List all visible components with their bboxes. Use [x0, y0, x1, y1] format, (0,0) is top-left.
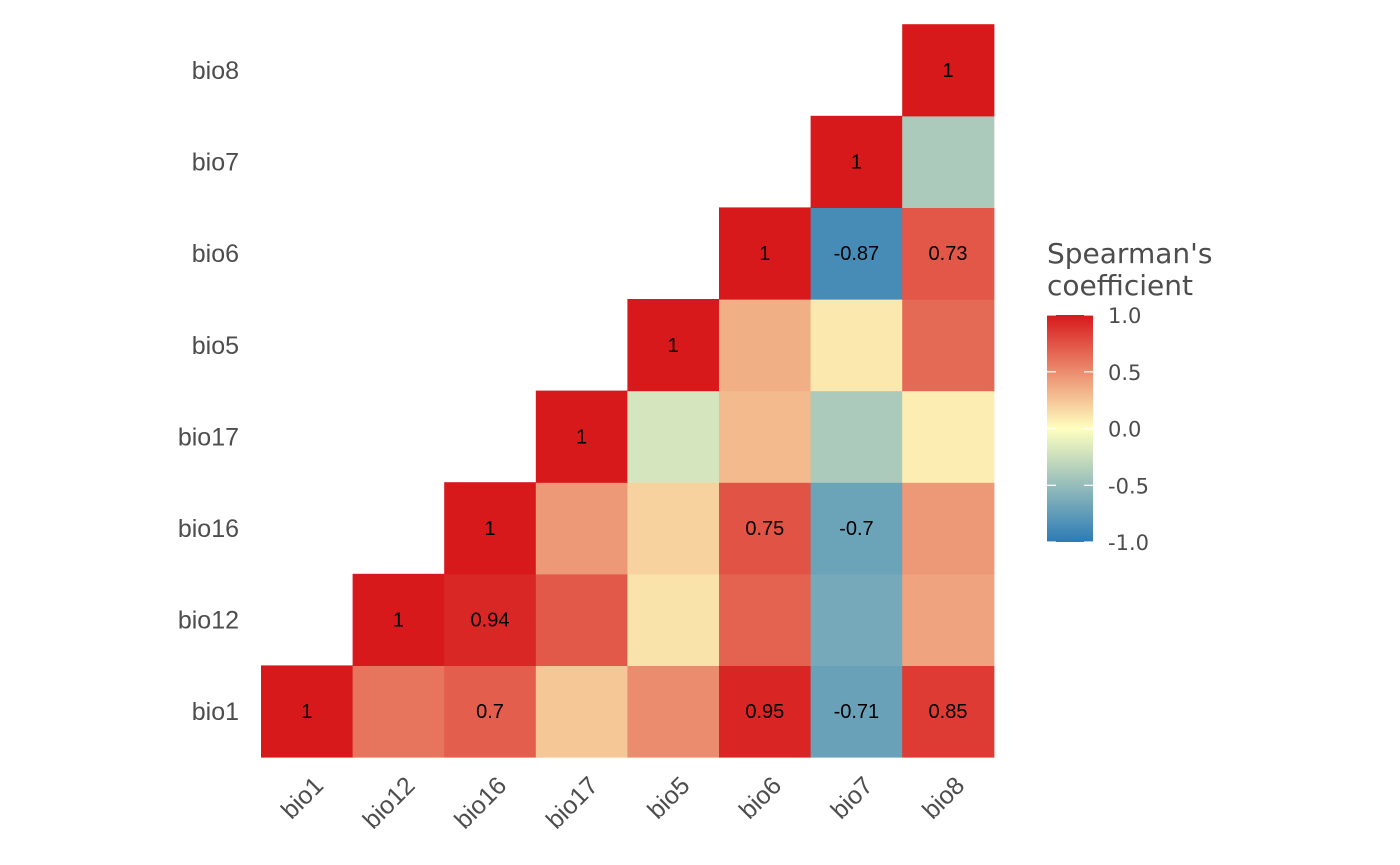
cell-value-label-bio6-bio6: 1 [759, 243, 770, 265]
heatmap-cell-bio7-bio1 [810, 665, 903, 758]
legend-ticks: 1.0 0.5 0.0 -0.5 -1.0 [1047, 304, 1149, 555]
heatmap-cell-bio5-bio16 [627, 482, 720, 575]
y-tick-label-bio8: bio8 [192, 57, 239, 85]
x-tick-label-bio6: bio6 [734, 771, 787, 824]
x-tick-label-bio16: bio16 [449, 771, 512, 834]
heatmap-cell-bio16-bio12 [444, 573, 537, 666]
heatmap-cell-bio16-bio16 [444, 482, 537, 575]
y-tick-label-bio5: bio5 [192, 332, 239, 360]
heatmap-cell-bio8-bio12 [902, 573, 995, 666]
cell-value-label-bio7-bio6: -0.87 [834, 243, 880, 265]
cell-value-label-bio8-bio8: 1 [942, 60, 953, 82]
y-tick-label-bio7: bio7 [192, 149, 239, 177]
heatmap-cell-bio6-bio12 [719, 573, 812, 666]
y-tick-label-bio12: bio12 [178, 607, 239, 635]
legend-tick-label: 0.0 [1108, 418, 1141, 442]
heatmap-cell-bio17-bio17 [535, 390, 628, 483]
heatmap-cell-bio12-bio1 [352, 665, 445, 758]
heatmap-cell-bio8-bio8 [902, 24, 995, 117]
legend-tick-label: -0.5 [1108, 474, 1149, 498]
x-tick-label-bio7: bio7 [825, 771, 878, 824]
cell-value-label-bio6-bio16: 0.75 [745, 518, 784, 540]
cell-value-label-bio7-bio1: -0.71 [834, 701, 880, 723]
heatmap-cell-bio16-bio1 [444, 665, 537, 758]
cell-value-label-bio16-bio16: 1 [484, 518, 495, 540]
cell-value-label-bio8-bio1: 0.85 [929, 701, 968, 723]
cell-value-label-bio8-bio6: 0.73 [929, 243, 968, 265]
cell-value-label-bio17-bio17: 1 [576, 426, 587, 448]
heatmap-cell-bio5-bio12 [627, 573, 720, 666]
y-tick-label-bio17: bio17 [178, 423, 239, 451]
x-axis: bio1 bio12 bio16 bio17 bio5 bio6 bio7 bio8 [276, 771, 970, 834]
cell-value-label-bio1-bio1: 1 [301, 701, 312, 723]
heatmap-cell-bio6-bio6 [719, 207, 812, 300]
heatmap-cell-bio6-bio1 [719, 665, 812, 758]
heatmap-cell-bio8-bio16 [902, 482, 995, 575]
heatmap-cell-bio6-bio17 [719, 390, 812, 483]
y-tick-label-bio16: bio16 [178, 515, 239, 543]
heatmap-cell-bio7-bio12 [810, 573, 903, 666]
cell-value-label-bio16-bio12: 0.94 [471, 610, 510, 632]
heatmap-cell-bio7-bio17 [810, 390, 903, 483]
cell-value-label-bio16-bio1: 0.7 [476, 701, 504, 723]
heatmap-cell-bio17-bio12 [535, 573, 628, 666]
cell-value-label-bio7-bio16: -0.7 [839, 518, 873, 540]
heatmap-cell-bio8-bio17 [902, 390, 995, 483]
legend-title-line-2: coefficient [1047, 269, 1193, 302]
heatmap-cell-bio7-bio7 [810, 115, 903, 208]
legend-tick-label: 1.0 [1108, 304, 1141, 328]
x-tick-label-bio1: bio1 [276, 771, 329, 824]
heatmap-cells [261, 24, 995, 758]
heatmap-cell-bio6-bio16 [719, 482, 812, 575]
legend-title-line-1: Spearman's [1047, 237, 1212, 270]
heatmap-cell-bio8-bio6 [902, 207, 995, 300]
y-tick-label-bio6: bio6 [192, 240, 239, 268]
x-tick-label-bio12: bio12 [358, 771, 421, 834]
legend-tick-label: -1.0 [1108, 531, 1149, 555]
heatmap-cell-bio1-bio1 [261, 665, 354, 758]
heatmap-cell-bio8-bio5 [902, 299, 995, 392]
heatmap-cell-bio5-bio5 [627, 299, 720, 392]
cell-value-label-bio5-bio5: 1 [668, 335, 679, 357]
cell-value-label-bio7-bio7: 1 [851, 152, 862, 174]
heatmap-cell-bio6-bio5 [719, 299, 812, 392]
y-tick-label-bio1: bio1 [192, 698, 239, 726]
cell-value-label-bio6-bio1: 0.95 [745, 701, 784, 723]
heatmap-cell-bio7-bio6 [810, 207, 903, 300]
heatmap-cell-bio5-bio17 [627, 390, 720, 483]
x-tick-label-bio8: bio8 [917, 771, 970, 824]
cell-value-label-bio12-bio12: 1 [393, 610, 404, 632]
legend-tick-label: 0.5 [1108, 361, 1141, 385]
x-tick-label-bio17: bio17 [541, 771, 604, 834]
heatmap-cell-bio8-bio1 [902, 665, 995, 758]
y-axis: bio1 bio12 bio16 bio17 bio5 bio6 bio7 bio8 [178, 57, 239, 726]
heatmap-cell-bio7-bio16 [810, 482, 903, 575]
heatmap-cell-bio8-bio7 [902, 115, 995, 208]
x-tick-label-bio5: bio5 [642, 771, 695, 824]
heatmap-cell-bio17-bio16 [535, 482, 628, 575]
legend: Spearman's coefficient 1.0 0.5 0.0 -0.5 -1.0 [1047, 237, 1212, 555]
heatmap-cell-bio7-bio5 [810, 299, 903, 392]
heatmap-cell-bio17-bio1 [535, 665, 628, 758]
heatmap-cell-bio5-bio1 [627, 665, 720, 758]
heatmap-cell-bio12-bio12 [352, 573, 445, 666]
